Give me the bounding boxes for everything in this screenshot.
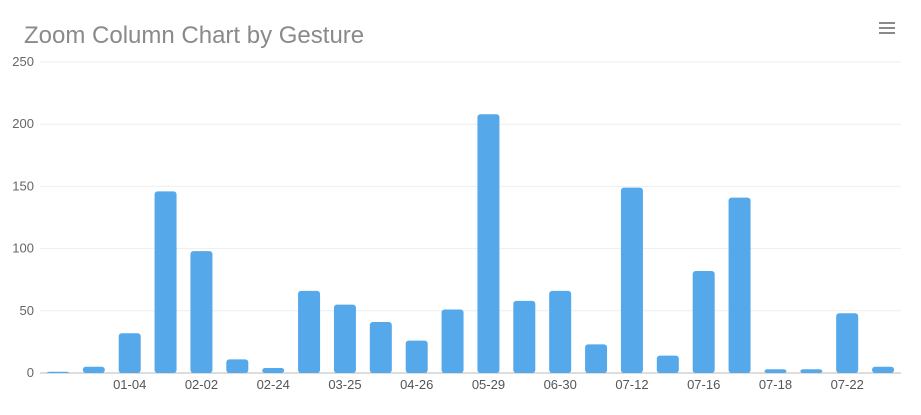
bar[interactable] [585, 344, 608, 373]
y-tick-label: 250 [12, 54, 34, 69]
hamburger-menu-icon[interactable] [879, 20, 897, 36]
bar[interactable] [764, 369, 787, 373]
bar[interactable] [154, 191, 177, 373]
x-tick-label: 06-30 [544, 377, 577, 392]
bar[interactable] [369, 321, 392, 373]
x-tick-label: 07-16 [687, 377, 720, 392]
bar[interactable] [262, 368, 285, 373]
bar[interactable] [333, 304, 356, 373]
x-tick-label: 02-24 [257, 377, 290, 392]
y-tick-label: 50 [20, 303, 34, 318]
bar[interactable] [190, 251, 213, 373]
bar[interactable] [800, 369, 823, 373]
bar[interactable] [405, 340, 428, 373]
bar[interactable] [46, 371, 69, 373]
x-tick-label: 04-26 [400, 377, 433, 392]
bar[interactable] [620, 187, 643, 373]
y-tick-label: 200 [12, 116, 34, 131]
bar[interactable] [836, 313, 859, 373]
x-tick-label: 01-04 [113, 377, 146, 392]
x-tick-label: 02-02 [185, 377, 218, 392]
y-tick-label: 150 [12, 178, 34, 193]
x-tick-label: 07-18 [759, 377, 792, 392]
bar[interactable] [298, 290, 321, 373]
bar[interactable] [872, 366, 895, 373]
bar[interactable] [82, 366, 105, 373]
bar[interactable] [692, 270, 715, 373]
bar[interactable] [656, 355, 679, 373]
bar[interactable] [226, 359, 249, 373]
bar[interactable] [728, 197, 751, 373]
bar[interactable] [477, 114, 500, 374]
y-tick-label: 100 [12, 241, 34, 256]
x-tick-label: 03-25 [328, 377, 361, 392]
x-tick-label: 07-22 [831, 377, 864, 392]
bar[interactable] [549, 290, 572, 373]
y-tick-label: 0 [27, 365, 34, 380]
x-tick-label: 07-12 [615, 377, 648, 392]
bar[interactable] [441, 309, 464, 373]
x-tick-label: 05-29 [472, 377, 505, 392]
bar[interactable] [513, 300, 536, 373]
chart-title: Zoom Column Chart by Gesture [24, 22, 365, 49]
bar[interactable] [118, 333, 141, 373]
